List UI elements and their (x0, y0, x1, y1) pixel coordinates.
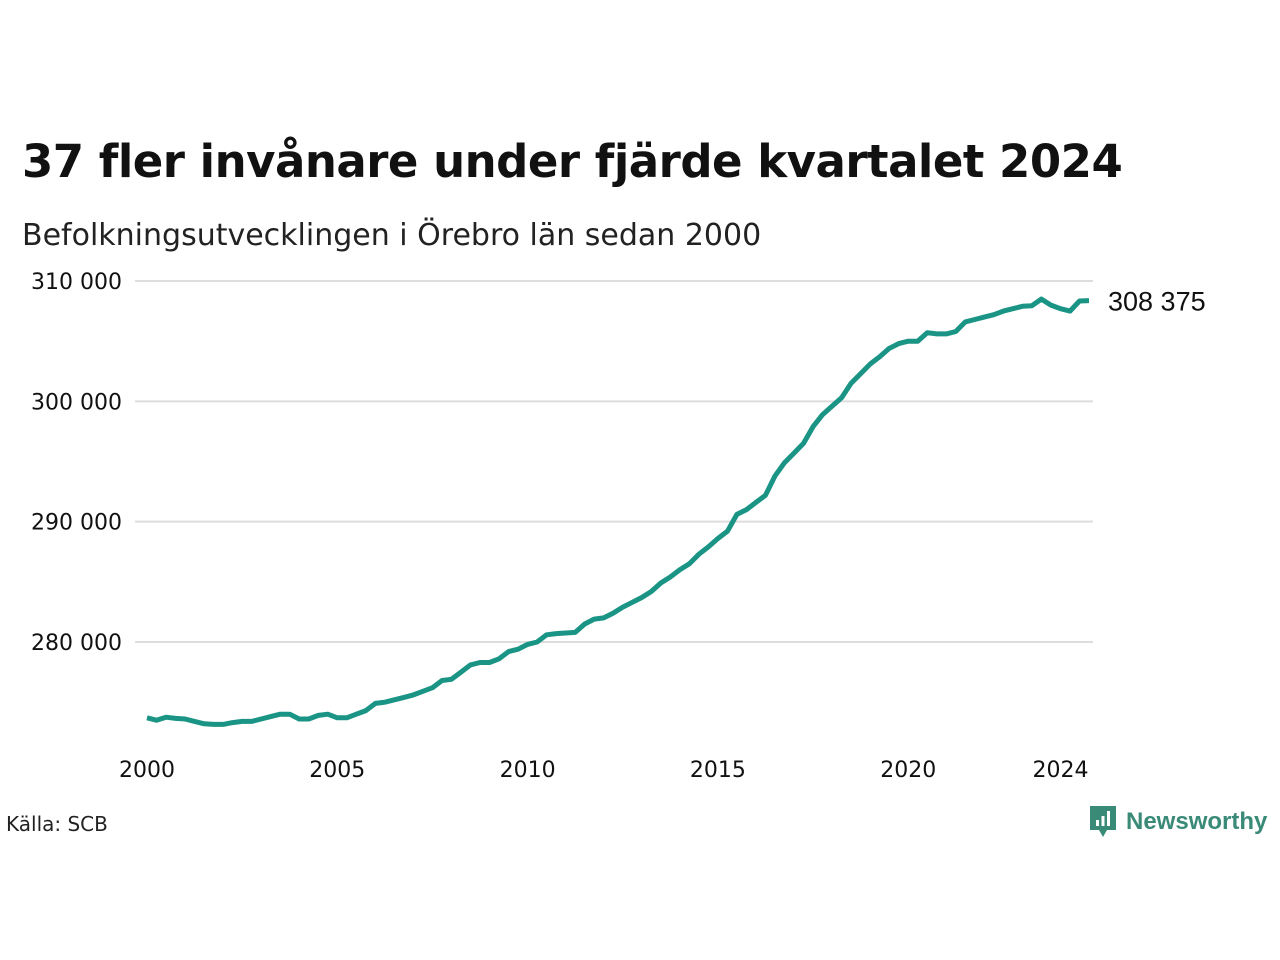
source-note: Källa: SCB (6, 812, 108, 836)
y-axis-ticks: 280 000 290 000 300 000 310 000 (31, 270, 122, 656)
brand-name: Newsworthy (1126, 808, 1268, 835)
x-tick-label: 2000 (119, 758, 175, 783)
x-tick-label: 2005 (309, 758, 365, 783)
y-tick-label: 300 000 (31, 390, 122, 415)
x-axis-ticks: 2000 2005 2010 2015 2020 2024 (119, 758, 1088, 783)
y-tick-label: 290 000 (31, 511, 122, 536)
y-tick-label: 280 000 (31, 631, 122, 656)
chart-subtitle: Befolkningsutvecklingen i Örebro län sed… (22, 218, 762, 253)
x-tick-label: 2010 (500, 758, 556, 783)
series-layer (146, 296, 1090, 727)
label-layer: 308 375 (1108, 287, 1206, 317)
chart-title: 37 fler invånare under fjärde kvartalet … (22, 135, 1123, 188)
brand-logo: Newsworthy (1088, 804, 1267, 840)
series-line (146, 296, 1090, 727)
gridlines (135, 280, 1093, 643)
x-tick-label: 2024 (1032, 758, 1088, 783)
end-value-label: 308 375 (1108, 287, 1206, 317)
newsworthy-logo-icon (1090, 806, 1116, 837)
x-tick-label: 2015 (690, 758, 746, 783)
y-tick-label: 310 000 (31, 270, 122, 295)
x-tick-label: 2020 (880, 758, 936, 783)
